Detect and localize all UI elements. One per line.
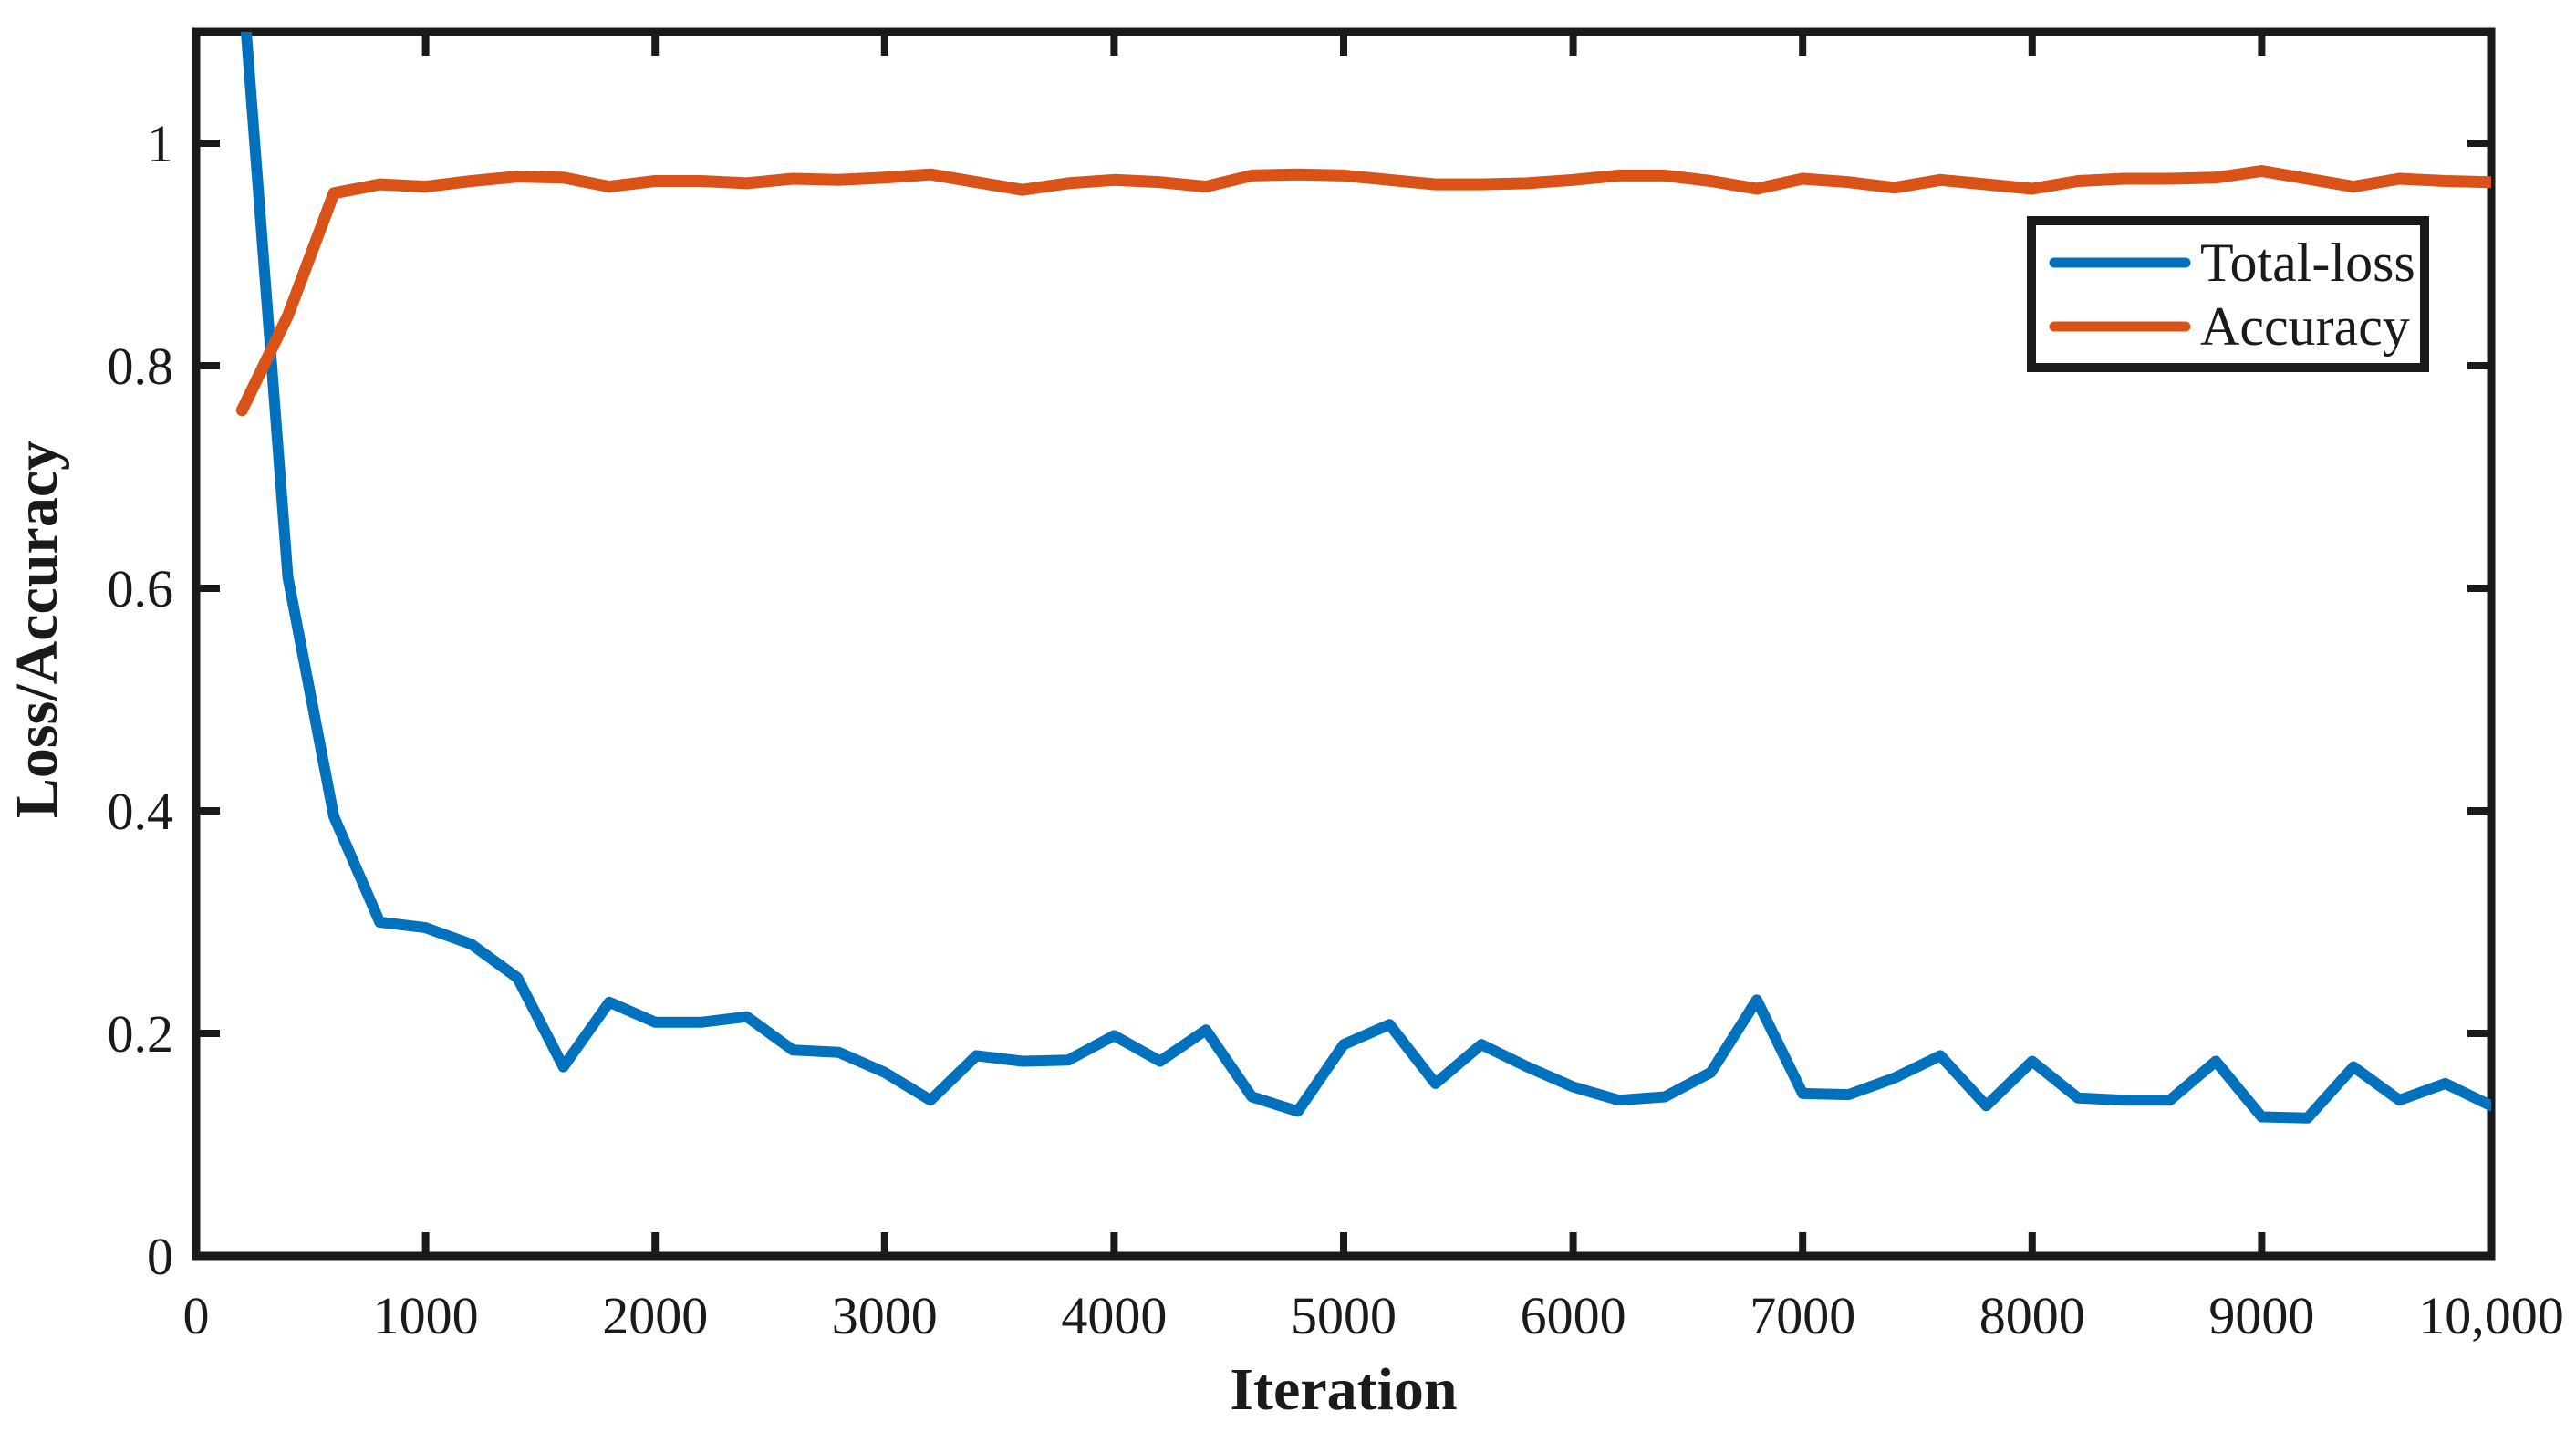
y-tick-label: 0.6 xyxy=(108,559,174,618)
series-line-total-loss xyxy=(240,32,2491,1124)
x-tick-label: 6000 xyxy=(1521,1286,1626,1345)
y-tick-label: 0 xyxy=(147,1227,173,1286)
legend-label-total-loss: Total-loss xyxy=(2200,233,2415,293)
axis-tick-labels: 0 1000 2000 3000 4000 5000 6000 7000 8000 9000 10,… xyxy=(108,114,2564,1345)
x-tick-label: 5000 xyxy=(1291,1286,1397,1345)
y-tick-label: 0.2 xyxy=(108,1004,174,1064)
legend: Total-loss Accuracy xyxy=(2027,216,2429,372)
series-line-accuracy xyxy=(235,165,2491,417)
x-tick-label: 1000 xyxy=(373,1286,479,1345)
legend-frame xyxy=(2027,216,2429,372)
y-axis-label: Loss/Accuracy xyxy=(4,441,70,818)
y-tick-label: 0.8 xyxy=(108,337,174,396)
x-tick-label: 0 xyxy=(183,1286,210,1345)
x-tick-label: 2000 xyxy=(602,1286,708,1345)
legend-label-accuracy: Accuracy xyxy=(2200,296,2410,357)
x-tick-label: 10,000 xyxy=(2418,1286,2564,1345)
x-tick-label: 9000 xyxy=(2208,1286,2314,1345)
x-axis-label: Iteration xyxy=(1230,1356,1457,1423)
x-tick-label: 3000 xyxy=(832,1286,938,1345)
y-tick-label: 0.4 xyxy=(108,782,174,841)
y-tick-label: 1 xyxy=(147,114,173,173)
x-tick-label: 8000 xyxy=(1979,1286,2085,1345)
x-tick-label: 7000 xyxy=(1750,1286,1855,1345)
x-tick-label: 4000 xyxy=(1061,1286,1167,1345)
axis-ticks xyxy=(192,32,2495,1260)
plot-series-area xyxy=(235,32,2491,1124)
plot-frame xyxy=(192,27,2496,1261)
